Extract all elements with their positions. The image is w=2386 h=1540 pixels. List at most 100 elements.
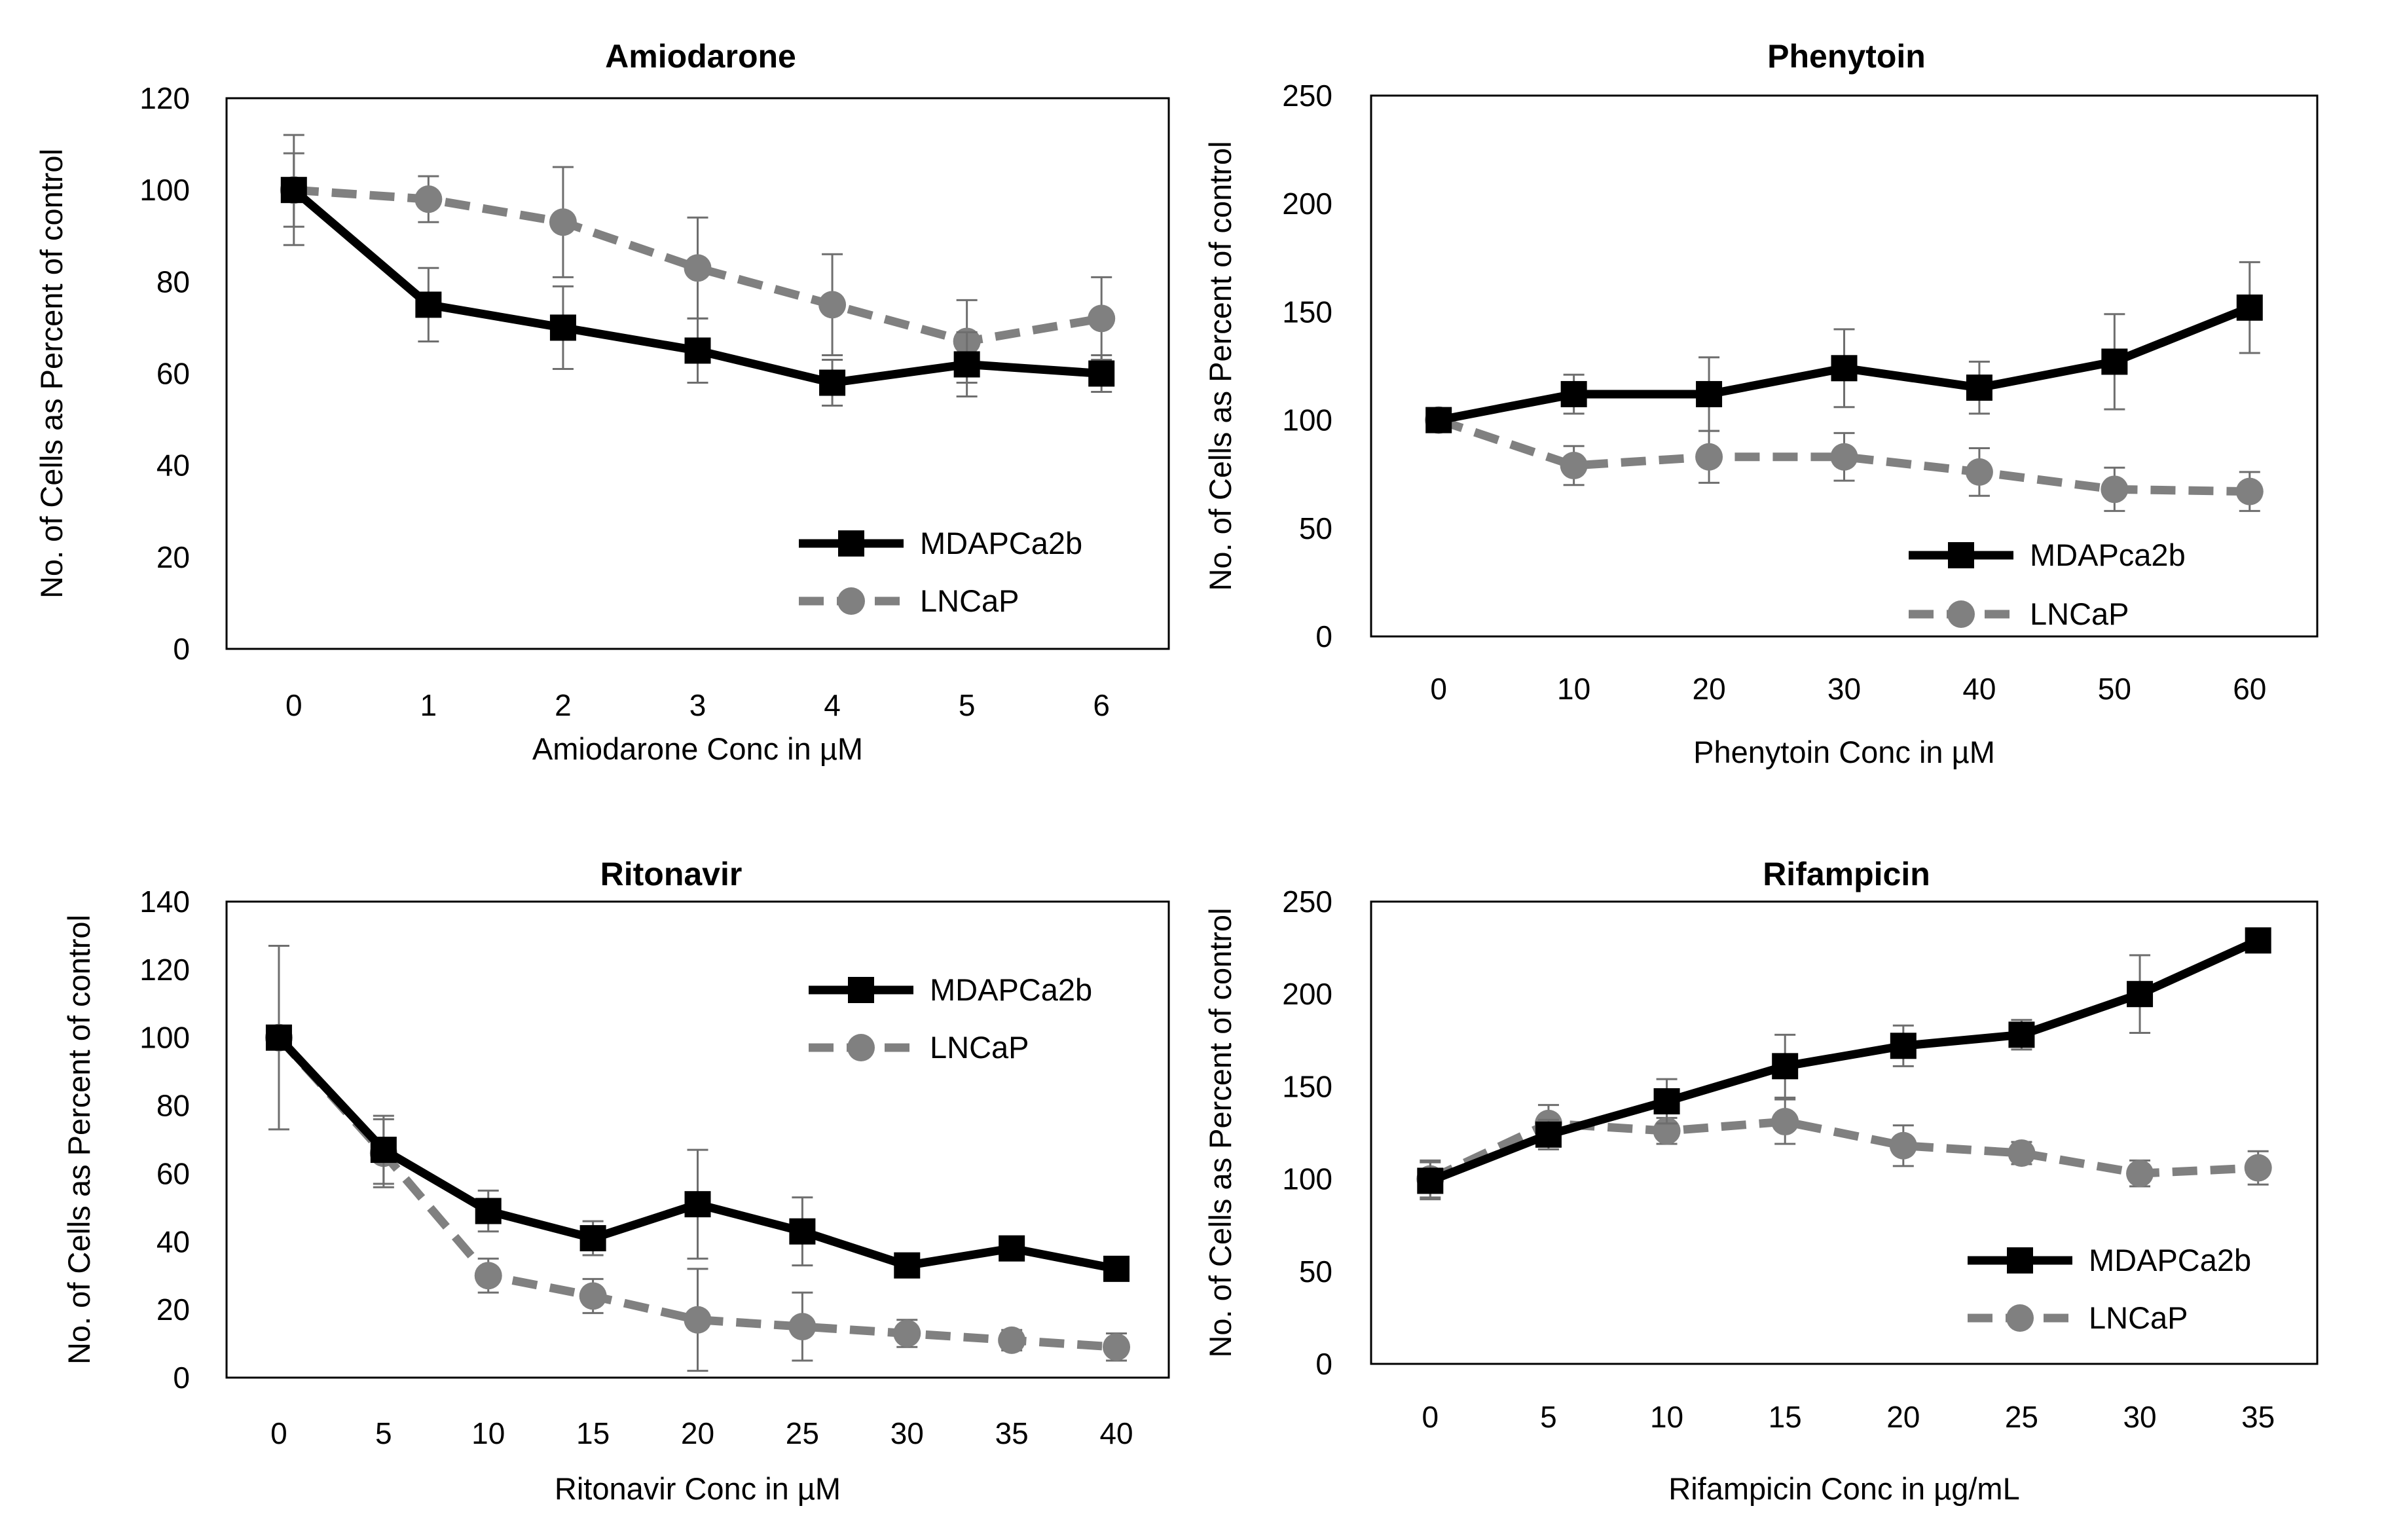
series-LNCaP [1425,406,2264,512]
plot-area-frame [1370,900,2319,1365]
y-tick-label: 20 [156,540,190,574]
series-line [276,1035,1117,1351]
x-tick-label: 10 [1557,672,1590,706]
x-tick-label: 30 [890,1416,924,1450]
y-tick-label: 80 [156,1089,190,1123]
y-tick-label: 0 [173,1361,190,1395]
data-point-square [1890,1033,1917,1059]
x-tick-label: 3 [689,688,707,722]
x-tick-label: 30 [2123,1400,2156,1434]
y-tick-label: 150 [1282,1069,1332,1103]
data-point-circle [684,1306,712,1334]
legend-marker-circle [1947,600,1975,628]
data-point-square [1417,1167,1444,1194]
chart-title: Rifampicin [1763,856,1930,892]
series-line [1428,1117,2258,1183]
y-tick-label: 120 [139,953,190,987]
x-tick-label: 0 [270,1416,287,1450]
data-point-square [1696,380,1723,407]
chart-panel-4: Rifampicin 0 50 100 150 200 250 0 5 10 15 20 25 30 35 R… [1203,856,2319,1506]
y-tick-label: 250 [1282,79,1332,113]
data-point-circle [1103,1333,1131,1361]
x-axis-label: Rifampicin Conc in µg/mL [1668,1471,2019,1506]
data-point-circle [2101,475,2129,504]
legend-marker-circle [837,587,865,615]
data-point-square [370,1137,397,1164]
data-point-circle [1088,304,1116,333]
data-point-square [1831,355,1858,382]
x-tick-label: 25 [786,1416,819,1450]
series-LNCaP [265,1023,1131,1372]
legend-marker-circle [2006,1304,2034,1332]
series-MDAPCa2b [1417,927,2271,1201]
y-tick-label: 60 [156,357,190,391]
x-tick-label: 4 [824,688,841,722]
x-tick-label: 20 [681,1416,714,1450]
data-point-circle [2126,1160,2154,1188]
data-point-circle [1695,443,1723,471]
x-tick-label: 60 [2233,672,2266,706]
legend-label: LNCaP [2030,596,2129,631]
data-point-square [2236,294,2263,321]
data-point-square [1560,380,1587,407]
y-tick-label: 100 [1282,403,1332,437]
y-tick-label: 200 [1282,977,1332,1011]
data-point-square [2127,981,2154,1008]
x-tick-label: 15 [576,1416,610,1450]
x-axis-label: Ritonavir Conc in µM [555,1471,841,1506]
y-tick-label: 200 [1282,187,1332,221]
x-tick-label: 40 [1962,672,1996,706]
data-point-square [894,1252,921,1279]
data-point-square [1425,407,1452,433]
chart-title: Ritonavir [600,856,743,892]
x-tick-label: 50 [2098,672,2131,706]
legend-marker-square [838,530,864,557]
series-MDAPCa2b [265,945,1130,1282]
data-point-circle [893,1319,921,1348]
x-tick-label: 20 [1692,672,1725,706]
data-point-square [579,1225,606,1252]
legend-marker-square [848,977,874,1003]
data-point-square [475,1198,502,1224]
y-tick-label: 40 [156,449,190,483]
x-axis-label: Phenytoin Conc in µM [1693,735,1995,769]
x-tick-label: 40 [1099,1416,1133,1450]
x-tick-label: 10 [471,1416,505,1450]
x-tick-label: 5 [959,688,976,722]
y-tick-label: 50 [1299,511,1332,545]
plot-area-frame [225,900,1170,1379]
x-tick-label: 30 [1827,672,1861,706]
legend-marker-square [2007,1247,2033,1274]
data-point-square [1088,360,1115,387]
y-tick-label: 150 [1282,295,1332,329]
data-point-square [549,314,576,341]
y-tick-label: 100 [1282,1162,1332,1196]
data-point-circle [1889,1131,1917,1160]
legend-label: LNCaP [920,583,1019,618]
y-tick-label: 0 [1315,619,1332,653]
y-tick-label: 50 [1299,1255,1332,1289]
x-tick-label: 0 [285,688,303,722]
x-tick-label: 10 [1650,1400,1683,1434]
data-point-square [2101,348,2128,375]
data-point-circle [1560,451,1588,479]
data-point-square [684,1191,711,1218]
y-tick-label: 120 [139,81,190,115]
data-point-square [1966,375,1992,401]
series-line [1428,936,2260,1185]
data-point-square [415,291,442,318]
data-point-circle [579,1282,607,1310]
chart-panel-1: Amiodarone 0 20 40 60 80 100 120 0 1 2 3 4 5 6 Amiodaro… [34,38,1170,766]
y-axis-label: No. of Cells as Percent of control [1203,141,1238,591]
y-tick-label: 100 [139,1021,190,1055]
x-tick-label: 2 [555,688,572,722]
y-axis-label: No. of Cells as Percent of control [62,915,96,1365]
data-point-circle [474,1262,502,1290]
data-point-square [265,1024,292,1051]
data-point-square [1535,1121,1562,1148]
y-tick-label: 80 [156,265,190,299]
legend-label: MDAPCa2b [2089,1243,2251,1277]
x-tick-label: 0 [1430,672,1447,706]
data-point-square [789,1218,816,1245]
